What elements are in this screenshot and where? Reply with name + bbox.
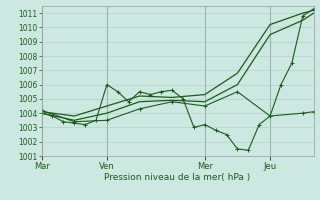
X-axis label: Pression niveau de la mer( hPa ): Pression niveau de la mer( hPa ) (104, 173, 251, 182)
